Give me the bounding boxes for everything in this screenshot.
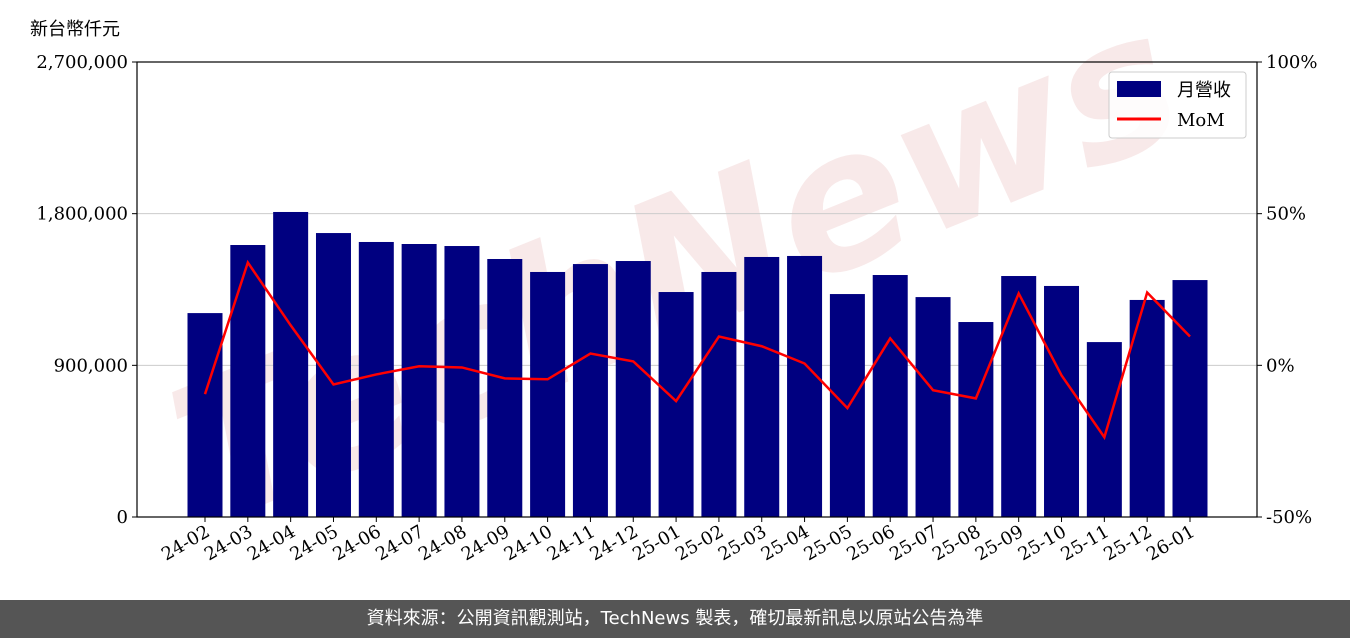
y-tick-label: 1,800,000 [36, 204, 128, 225]
y2-tick-label: 50% [1266, 204, 1306, 225]
x-tick-label: 25-12 [1100, 521, 1155, 565]
x-tick-label: 26-01 [1143, 521, 1198, 565]
x-tick-label: 24-08 [415, 521, 470, 565]
x-tick-label: 25-11 [1057, 521, 1112, 565]
x-tick-label: 24-10 [501, 521, 556, 565]
x-tick-label: 24-09 [458, 521, 513, 565]
y-tick-label: 900,000 [54, 355, 128, 376]
x-tick-label: 25-08 [929, 521, 984, 565]
bar-25-10 [1044, 285, 1080, 517]
bar-25-11 [1086, 342, 1122, 517]
legend-label: 月營收 [1177, 80, 1231, 101]
x-tick-label: 24-12 [586, 521, 641, 565]
bar-24-11 [572, 264, 608, 517]
y-tick-label: 0 [117, 507, 128, 528]
y2-tick-label: 0% [1266, 355, 1295, 376]
bar-25-08 [958, 322, 994, 517]
bar-24-04 [273, 211, 309, 517]
y2-tick-label: 100% [1266, 52, 1317, 73]
bar-24-10 [530, 271, 566, 517]
source-footer: 資料來源：公開資訊觀測站，TechNews 製表，確切最新訊息以原站公告為準 [0, 600, 1350, 638]
bar-25-01 [658, 292, 694, 517]
y-tick-label: 2,700,000 [36, 52, 128, 73]
x-tick-label: 24-11 [543, 521, 598, 565]
y2-tick-label: -50% [1266, 507, 1312, 528]
bar-25-07 [915, 297, 951, 517]
plot-frame [136, 61, 1258, 518]
x-tick-label: 25-09 [972, 521, 1027, 565]
bar-25-06 [872, 275, 908, 517]
x-tick-label: 25-05 [800, 521, 855, 565]
bar-24-08 [444, 246, 480, 517]
x-tick-label: 24-07 [372, 521, 427, 565]
bar-25-02 [701, 271, 737, 517]
bar-25-04 [787, 255, 823, 517]
x-tick-label: 25-03 [715, 521, 770, 565]
bar-26-01 [1172, 280, 1208, 517]
bar-25-05 [829, 294, 865, 517]
mom-line [203, 259, 1191, 441]
bar-24-07 [401, 244, 437, 517]
bar-24-12 [615, 261, 651, 517]
bar-24-03 [230, 245, 266, 517]
y-axis-label: 新台幣仟元 [30, 19, 120, 40]
bar-24-06 [358, 241, 394, 517]
bar-24-02 [187, 313, 223, 517]
x-tick-label: 25-10 [1015, 521, 1070, 565]
legend-label: MoM [1177, 110, 1225, 131]
x-tick-label: 24-06 [329, 521, 384, 565]
x-tick-label: 25-06 [843, 521, 898, 565]
x-tick-label: 25-01 [629, 521, 684, 565]
legend-bar-swatch [1117, 81, 1161, 97]
bar-25-03 [744, 256, 780, 517]
x-tick-label: 25-04 [758, 521, 813, 565]
bar-24-09 [487, 258, 523, 517]
bar-25-09 [1001, 276, 1037, 517]
bar-24-05 [315, 233, 351, 517]
chart: TechNews0900,0001,800,0002,700,000-50%0%… [36, 0, 1317, 568]
x-tick-label: 25-02 [672, 521, 727, 565]
x-tick-label: 24-02 [158, 521, 213, 565]
x-tick-label: 25-07 [886, 521, 941, 565]
